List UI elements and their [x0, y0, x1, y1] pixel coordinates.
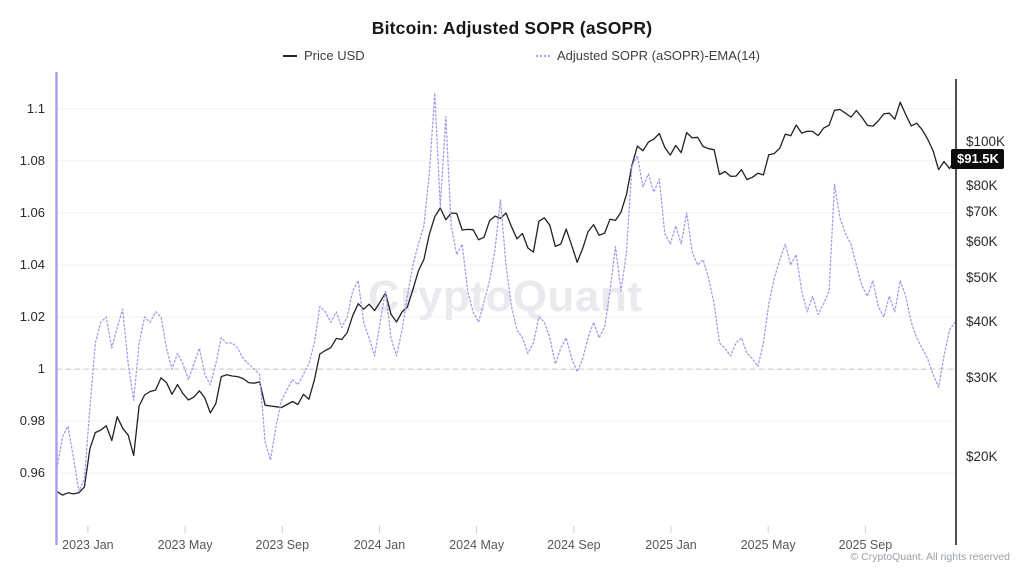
left-axis-tick-label: 1.04 [19, 256, 45, 272]
right-axis-tick-label: $60K [966, 234, 998, 250]
left-axis-tick-label: 0.96 [19, 465, 45, 481]
x-axis-tick-label: 2023 Sep [255, 538, 310, 552]
left-axis-tick-label: 1.06 [19, 204, 45, 220]
left-axis-tick-label: 1.1 [26, 100, 45, 116]
x-axis-tick-label: 2024 Sep [547, 538, 601, 552]
current-price-badge: $91.5K [951, 149, 1004, 170]
x-axis-tick-label: 2025 Sep [838, 538, 893, 552]
legend-item-price-usd[interactable]: Price USD [283, 48, 365, 63]
legend: Price USD Adjusted SOPR (aSOPR)-EMA(14) [0, 48, 1024, 66]
left-axis-tick-label: 0.98 [19, 413, 45, 429]
right-axis-tick-label: $70K [966, 203, 998, 219]
sopr-line-marker-icon [536, 54, 550, 57]
price-series-line [56, 101, 956, 496]
x-axis-tick-label: 2025 Jan [645, 538, 697, 552]
x-axis-tick-label: 2024 Jan [353, 538, 406, 552]
cryptoquant-watermark: CryptoQuant [368, 272, 643, 321]
sopr-series-line [56, 92, 956, 493]
left-axis-tick-label: 1.08 [19, 152, 45, 168]
legend-item-asopr-ema[interactable]: Adjusted SOPR (aSOPR)-EMA(14) [536, 48, 760, 63]
legend-label-price-usd: Price USD [304, 48, 365, 63]
x-axis-tick-label: 2024 May [449, 538, 505, 552]
x-axis-tick-label: 2023 May [157, 538, 213, 552]
left-axis-tick-label: 1.02 [19, 309, 45, 324]
right-axis-tick-label: $40K [966, 313, 998, 329]
price-line-marker-icon [283, 54, 297, 57]
legend-label-asopr-ema: Adjusted SOPR (aSOPR)-EMA(14) [557, 48, 761, 63]
right-axis-tick-label: $100K [966, 133, 1006, 149]
chart-title: Bitcoin: Adjusted SOPR (aSOPR) [371, 18, 653, 38]
right-axis-tick-label: $50K [966, 269, 998, 285]
right-axis-tick-label: $80K [966, 177, 998, 193]
x-axis-tick-label: 2025 May [740, 538, 796, 552]
left-axis-tick-label: 1 [37, 361, 45, 377]
x-axis-tick-label: 2023 Jan [62, 538, 114, 552]
copyright-notice: © CryptoQuant. All rights reserved [850, 551, 1010, 563]
right-axis-tick-label: $20K [966, 449, 998, 465]
right-axis-tick-label: $30K [966, 369, 998, 385]
